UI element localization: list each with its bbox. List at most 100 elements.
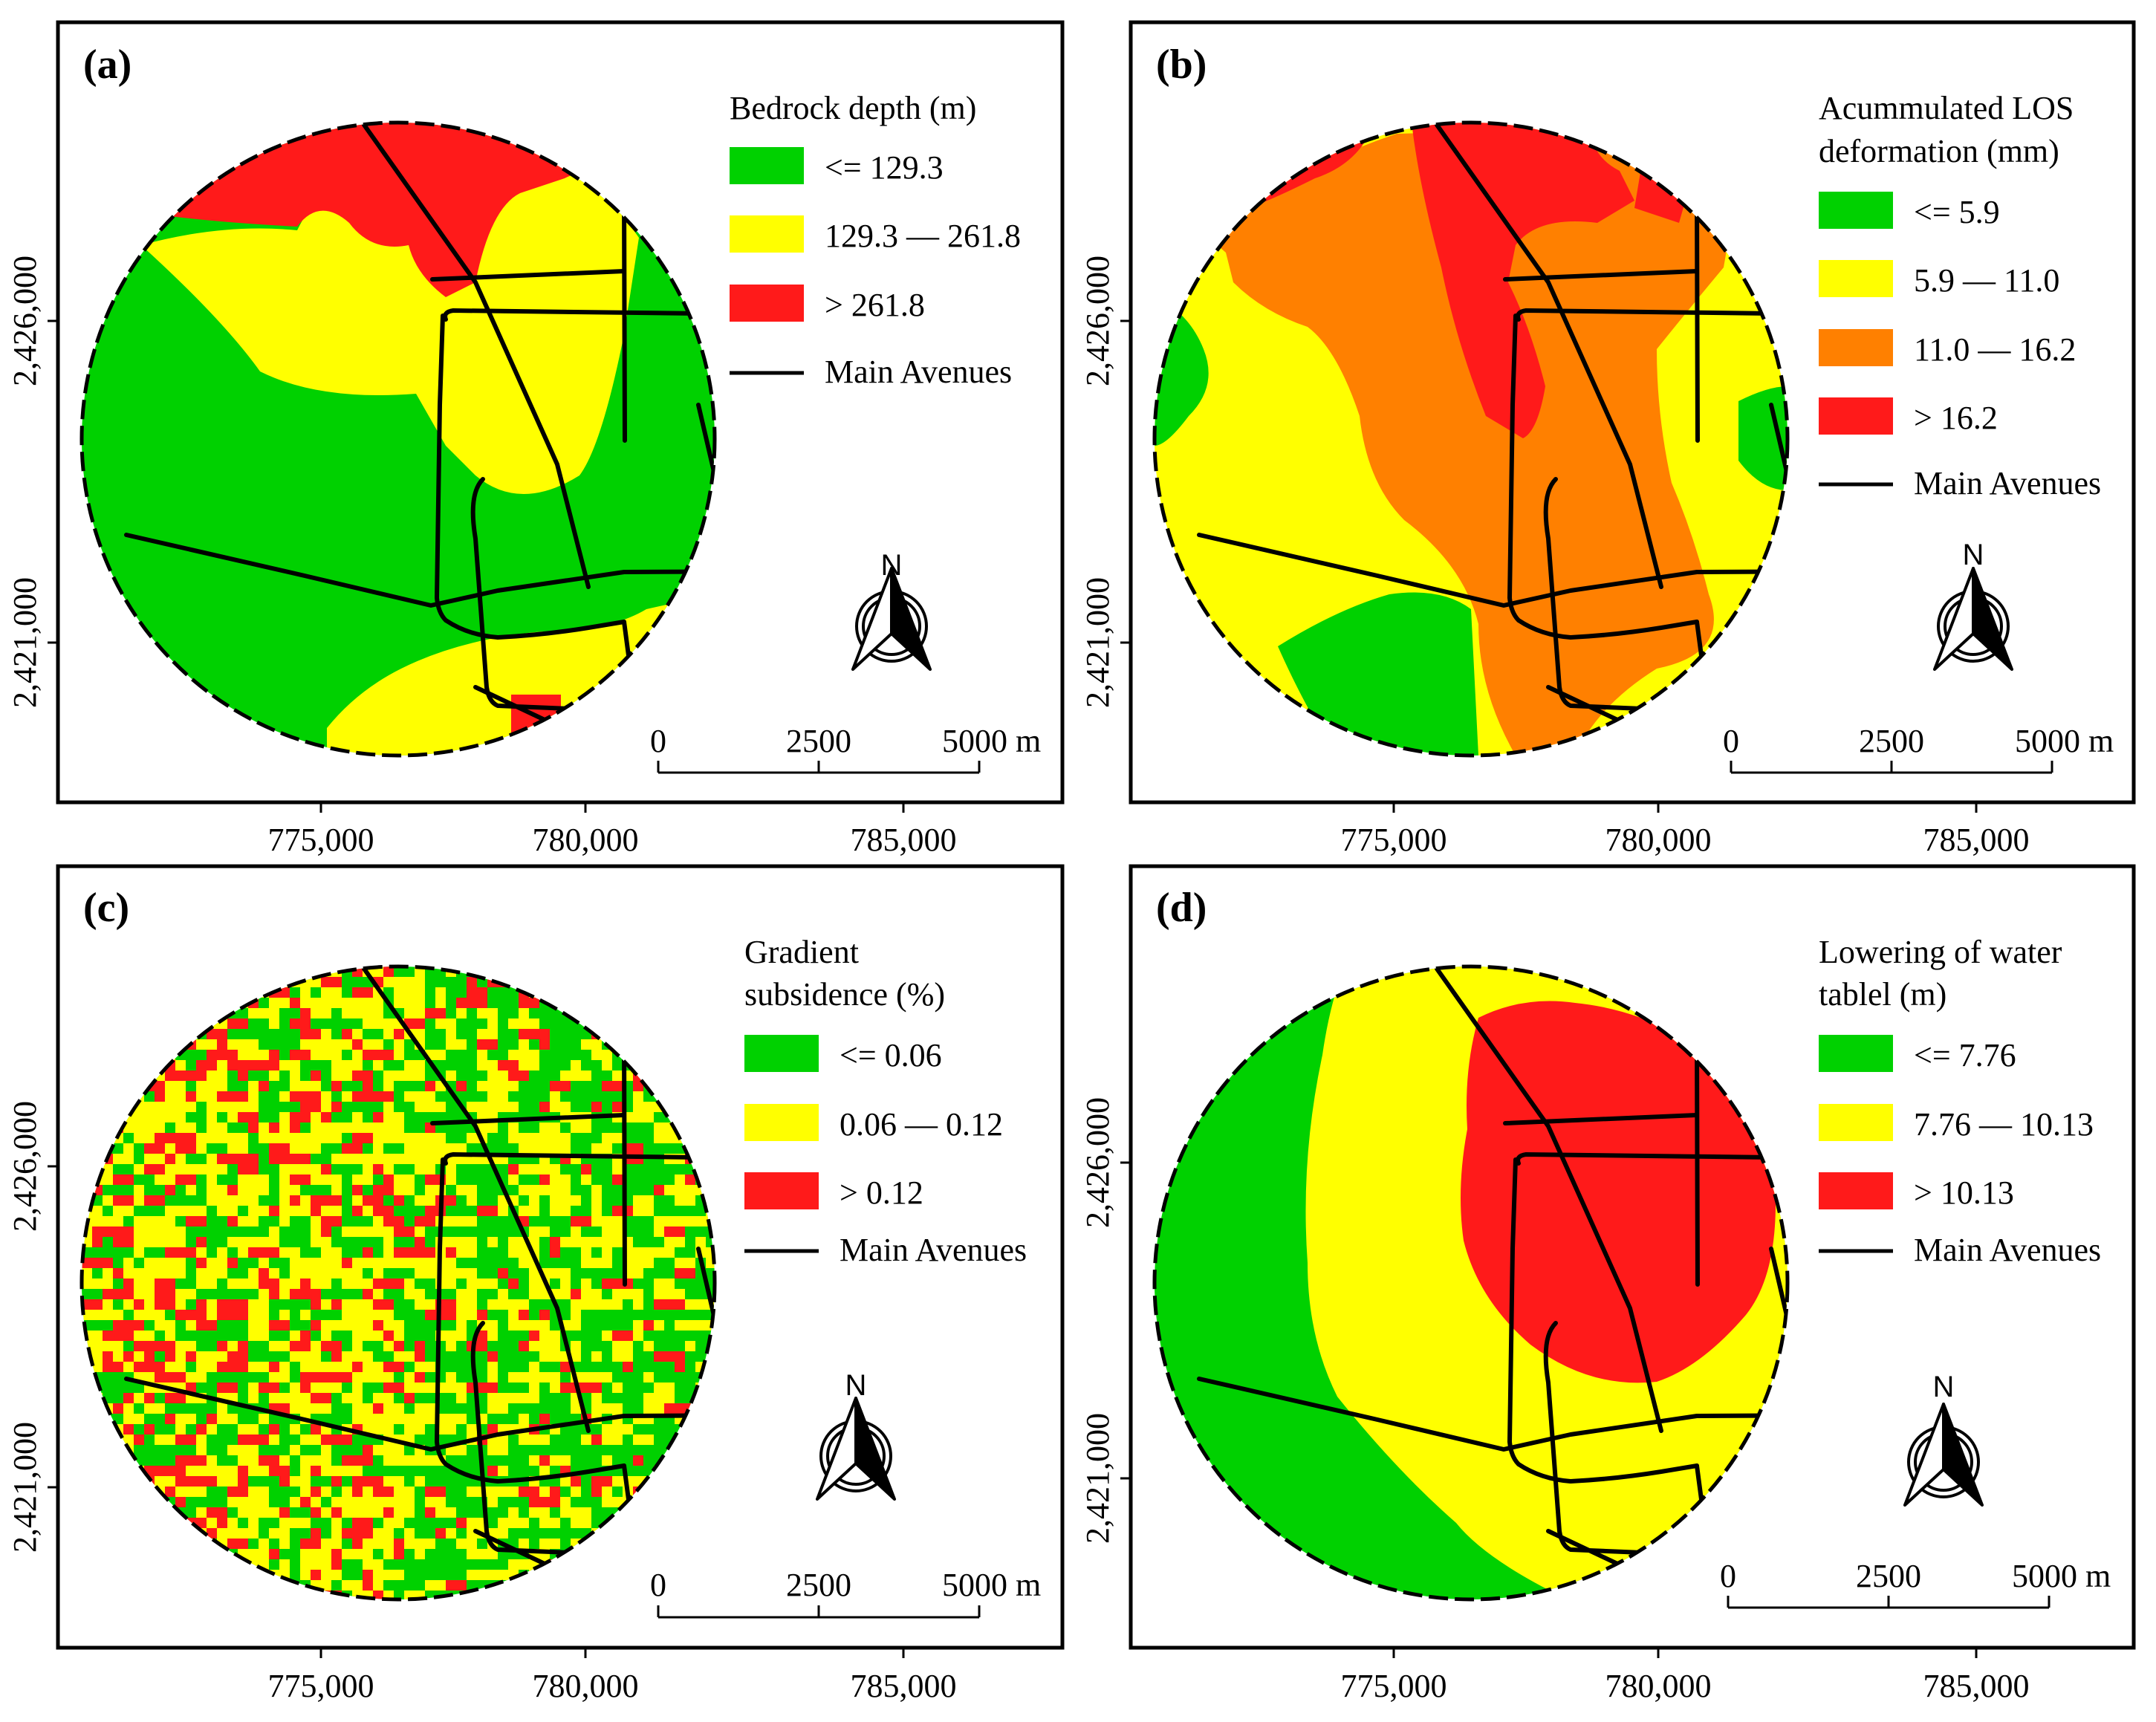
raster-cell	[602, 1133, 623, 1143]
raster-cell	[207, 1174, 217, 1185]
legend-title-line2: tablel (m)	[1819, 976, 1946, 1013]
raster-cell	[571, 1070, 591, 1081]
raster-cell	[446, 1507, 456, 1518]
raster-cell	[404, 987, 425, 998]
raster-cell	[487, 1372, 498, 1383]
raster-cell	[352, 1039, 363, 1050]
raster-cell	[103, 1164, 113, 1174]
raster-cell	[446, 1580, 467, 1591]
raster-cell	[123, 1393, 134, 1403]
raster-cell	[82, 1278, 103, 1289]
raster-cell	[227, 1351, 248, 1362]
raster-cell	[352, 1091, 363, 1102]
raster-cell	[186, 1383, 196, 1393]
panel-c-label: (c)	[83, 885, 129, 931]
raster-cell	[321, 1206, 342, 1216]
raster-cell	[311, 1216, 321, 1226]
raster-cell	[373, 1112, 383, 1122]
raster-cell	[591, 1487, 602, 1497]
raster-cell	[415, 1268, 435, 1278]
raster-cell	[487, 1081, 498, 1091]
raster-cell	[269, 1268, 279, 1278]
raster-cell	[123, 1331, 134, 1341]
scalebar-5000: 5000 m	[942, 723, 1041, 759]
raster-cell	[217, 1247, 227, 1258]
raster-cell	[207, 1195, 227, 1206]
raster-cell	[321, 1383, 342, 1393]
raster-cell	[560, 1278, 571, 1289]
raster-cell	[259, 1174, 269, 1185]
raster-cell	[342, 998, 352, 1008]
raster-cell	[311, 1299, 321, 1310]
raster-cell	[383, 966, 394, 977]
raster-cell	[394, 1226, 415, 1237]
raster-cell	[529, 1383, 539, 1393]
raster-cell	[519, 1299, 529, 1310]
raster-cell	[186, 1435, 196, 1445]
raster-cell	[279, 1539, 290, 1549]
raster-cell	[227, 1528, 248, 1539]
raster-cell	[82, 1299, 103, 1310]
legend-label-high: > 0.12	[840, 1174, 923, 1211]
raster-cell	[238, 1060, 259, 1070]
legend-label-roads: Main Avenues	[1914, 1232, 2101, 1268]
los-deformation-map	[1155, 123, 1788, 756]
raster-cell	[383, 1549, 394, 1559]
raster-cell	[113, 1195, 134, 1206]
raster-cell	[404, 1185, 415, 1195]
raster-cell	[446, 1299, 456, 1310]
raster-cell	[373, 1050, 394, 1060]
raster-cell	[331, 1102, 342, 1112]
raster-cell	[196, 1237, 207, 1247]
raster-cell	[92, 1258, 103, 1268]
raster-cell	[373, 1372, 394, 1383]
raster-cell	[373, 1393, 394, 1403]
raster-cell	[633, 1299, 643, 1310]
raster-cell	[165, 1143, 175, 1154]
raster-cell	[591, 1206, 602, 1216]
raster-cell	[331, 1507, 342, 1518]
raster-cell	[675, 1289, 685, 1299]
raster-cell	[82, 1268, 92, 1278]
raster-cell	[539, 1351, 560, 1362]
raster-cell	[123, 1351, 134, 1362]
raster-cell	[415, 1299, 425, 1310]
raster-cell	[300, 1102, 321, 1112]
raster-cell	[144, 1362, 165, 1372]
raster-cell	[279, 1278, 300, 1289]
raster-cell	[675, 1362, 685, 1372]
raster-cell	[134, 1310, 155, 1320]
raster-cell	[477, 998, 487, 1008]
raster-cell	[519, 1518, 529, 1528]
raster-cell	[560, 1289, 571, 1299]
panel-b: (b) Acummulated LOS deformation (mm) <= …	[1079, 20, 2136, 858]
raster-cell	[685, 1299, 695, 1310]
raster-cell	[113, 1289, 123, 1299]
raster-cell	[602, 1081, 623, 1091]
raster-cell	[539, 1029, 550, 1039]
raster-cell	[581, 1289, 602, 1299]
raster-cell	[467, 1102, 487, 1112]
raster-cell	[259, 1414, 269, 1424]
y-tick-2421000: 2,421,000	[1079, 1413, 1116, 1544]
panel-a-scalebar: 0 2500 5000 m	[650, 723, 1041, 774]
raster-cell	[311, 1164, 321, 1174]
raster-cell	[404, 1278, 415, 1289]
raster-cell	[383, 1258, 394, 1268]
raster-cell	[487, 1299, 498, 1310]
raster-cell	[238, 1445, 259, 1455]
raster-cell	[290, 1445, 300, 1455]
raster-cell	[519, 1435, 529, 1445]
raster-cell	[519, 1008, 529, 1018]
raster-cell	[415, 977, 425, 987]
raster-cell	[363, 1247, 373, 1258]
raster-cell	[383, 1164, 394, 1174]
raster-cell	[165, 1466, 186, 1476]
raster-cell	[394, 1476, 404, 1487]
raster-cell	[113, 1154, 123, 1164]
raster-cell	[394, 1195, 404, 1206]
raster-cell	[373, 1580, 383, 1591]
raster-cell	[342, 1143, 363, 1154]
raster-cell	[519, 1029, 539, 1039]
legend-swatch-mid	[1819, 1104, 1893, 1141]
